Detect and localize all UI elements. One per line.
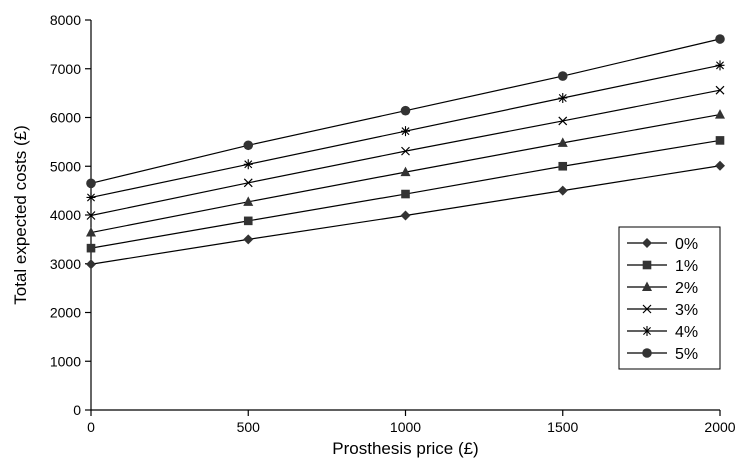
- data-point-circle: [715, 34, 725, 44]
- data-point-triangle: [86, 227, 96, 237]
- data-point-square: [243, 216, 253, 226]
- series-2pct: [86, 109, 725, 237]
- data-point-square: [715, 136, 725, 145]
- data-point-x: [558, 116, 568, 126]
- data-point-star: [558, 93, 568, 103]
- axes: 0 500 1000 1500 2000 0 1000 2000 3000 4000 5000 60…: [50, 12, 736, 435]
- legend: 0% 1% 2% 3% 4% 5%: [618, 226, 721, 370]
- series-1pct: [86, 136, 725, 253]
- data-point-diamond: [715, 160, 725, 171]
- y-tick-label: 8000: [50, 12, 81, 28]
- data-point-star: [715, 60, 725, 71]
- legend-label: 3%: [675, 302, 698, 319]
- y-axis-title: Total expected costs (£): [11, 125, 30, 305]
- data-point-diamond: [557, 185, 568, 196]
- legend-marker-diamond: [642, 238, 652, 248]
- data-point-square: [401, 189, 410, 199]
- x-axis-title: Prosthesis price (£): [332, 439, 478, 458]
- legend-label: 4%: [675, 324, 698, 341]
- y-tick-label: 1000: [50, 353, 81, 369]
- data-point-star: [401, 126, 410, 137]
- y-tick-label: 4000: [50, 207, 81, 223]
- legend-marker-x: [642, 304, 652, 314]
- data-point-star: [86, 192, 96, 203]
- series-4pct: [86, 60, 725, 203]
- x-tick-label: 2000: [704, 419, 735, 435]
- data-point-diamond: [86, 259, 96, 270]
- x-tick-label: 1000: [390, 419, 421, 435]
- legend-item: 4%: [627, 324, 698, 341]
- legend-label: 5%: [675, 346, 698, 363]
- y-tick-label: 0: [73, 402, 81, 418]
- series-3pct: [86, 85, 725, 220]
- data-point-star: [243, 159, 253, 170]
- y-tick-label: 3000: [50, 256, 81, 272]
- data-point-x: [715, 85, 725, 95]
- legend-box: [618, 226, 721, 370]
- x-tick-label: 0: [87, 419, 95, 435]
- data-point-triangle: [557, 137, 568, 147]
- legend-marker-triangle: [642, 281, 652, 291]
- series-5pct: [86, 34, 725, 189]
- series-layer: [86, 34, 725, 270]
- y-tick-label: 2000: [50, 305, 81, 321]
- data-point-diamond: [400, 210, 411, 221]
- legend-label: 2%: [675, 280, 698, 297]
- legend-item: 3%: [627, 302, 698, 319]
- series-0pct: [86, 160, 725, 270]
- legend-item: 1%: [627, 258, 698, 275]
- data-point-diamond: [243, 234, 254, 245]
- legend-item: 5%: [627, 346, 698, 363]
- data-point-square: [86, 243, 96, 253]
- legend-label: 1%: [675, 258, 698, 275]
- y-tick-label: 7000: [50, 61, 81, 77]
- x-tick-label: 1500: [547, 419, 578, 435]
- data-point-triangle: [715, 109, 725, 119]
- x-tick-label: 500: [237, 419, 261, 435]
- data-point-circle: [243, 140, 254, 151]
- y-tick-label: 5000: [50, 158, 81, 174]
- legend-marker-star: [642, 326, 652, 336]
- legend-item: 2%: [627, 280, 698, 297]
- data-point-circle: [557, 71, 568, 81]
- data-point-x: [401, 146, 410, 156]
- y-tick-label: 6000: [50, 110, 81, 126]
- legend-label: 0%: [675, 236, 698, 253]
- legend-marker-square: [642, 260, 652, 270]
- data-point-circle: [86, 178, 96, 189]
- data-point-x: [86, 211, 96, 220]
- y-axis-ticks: 0 1000 2000 3000 4000 5000 6000 7000 8000: [50, 12, 91, 418]
- x-axis-ticks: 0 500 1000 1500 2000: [87, 410, 736, 435]
- data-point-triangle: [400, 166, 411, 177]
- data-point-triangle: [243, 196, 254, 206]
- data-point-square: [558, 161, 568, 171]
- legend-item: 0%: [627, 236, 698, 253]
- data-point-circle: [400, 105, 411, 116]
- data-point-x: [243, 178, 253, 188]
- legend-marker-circle: [642, 348, 652, 358]
